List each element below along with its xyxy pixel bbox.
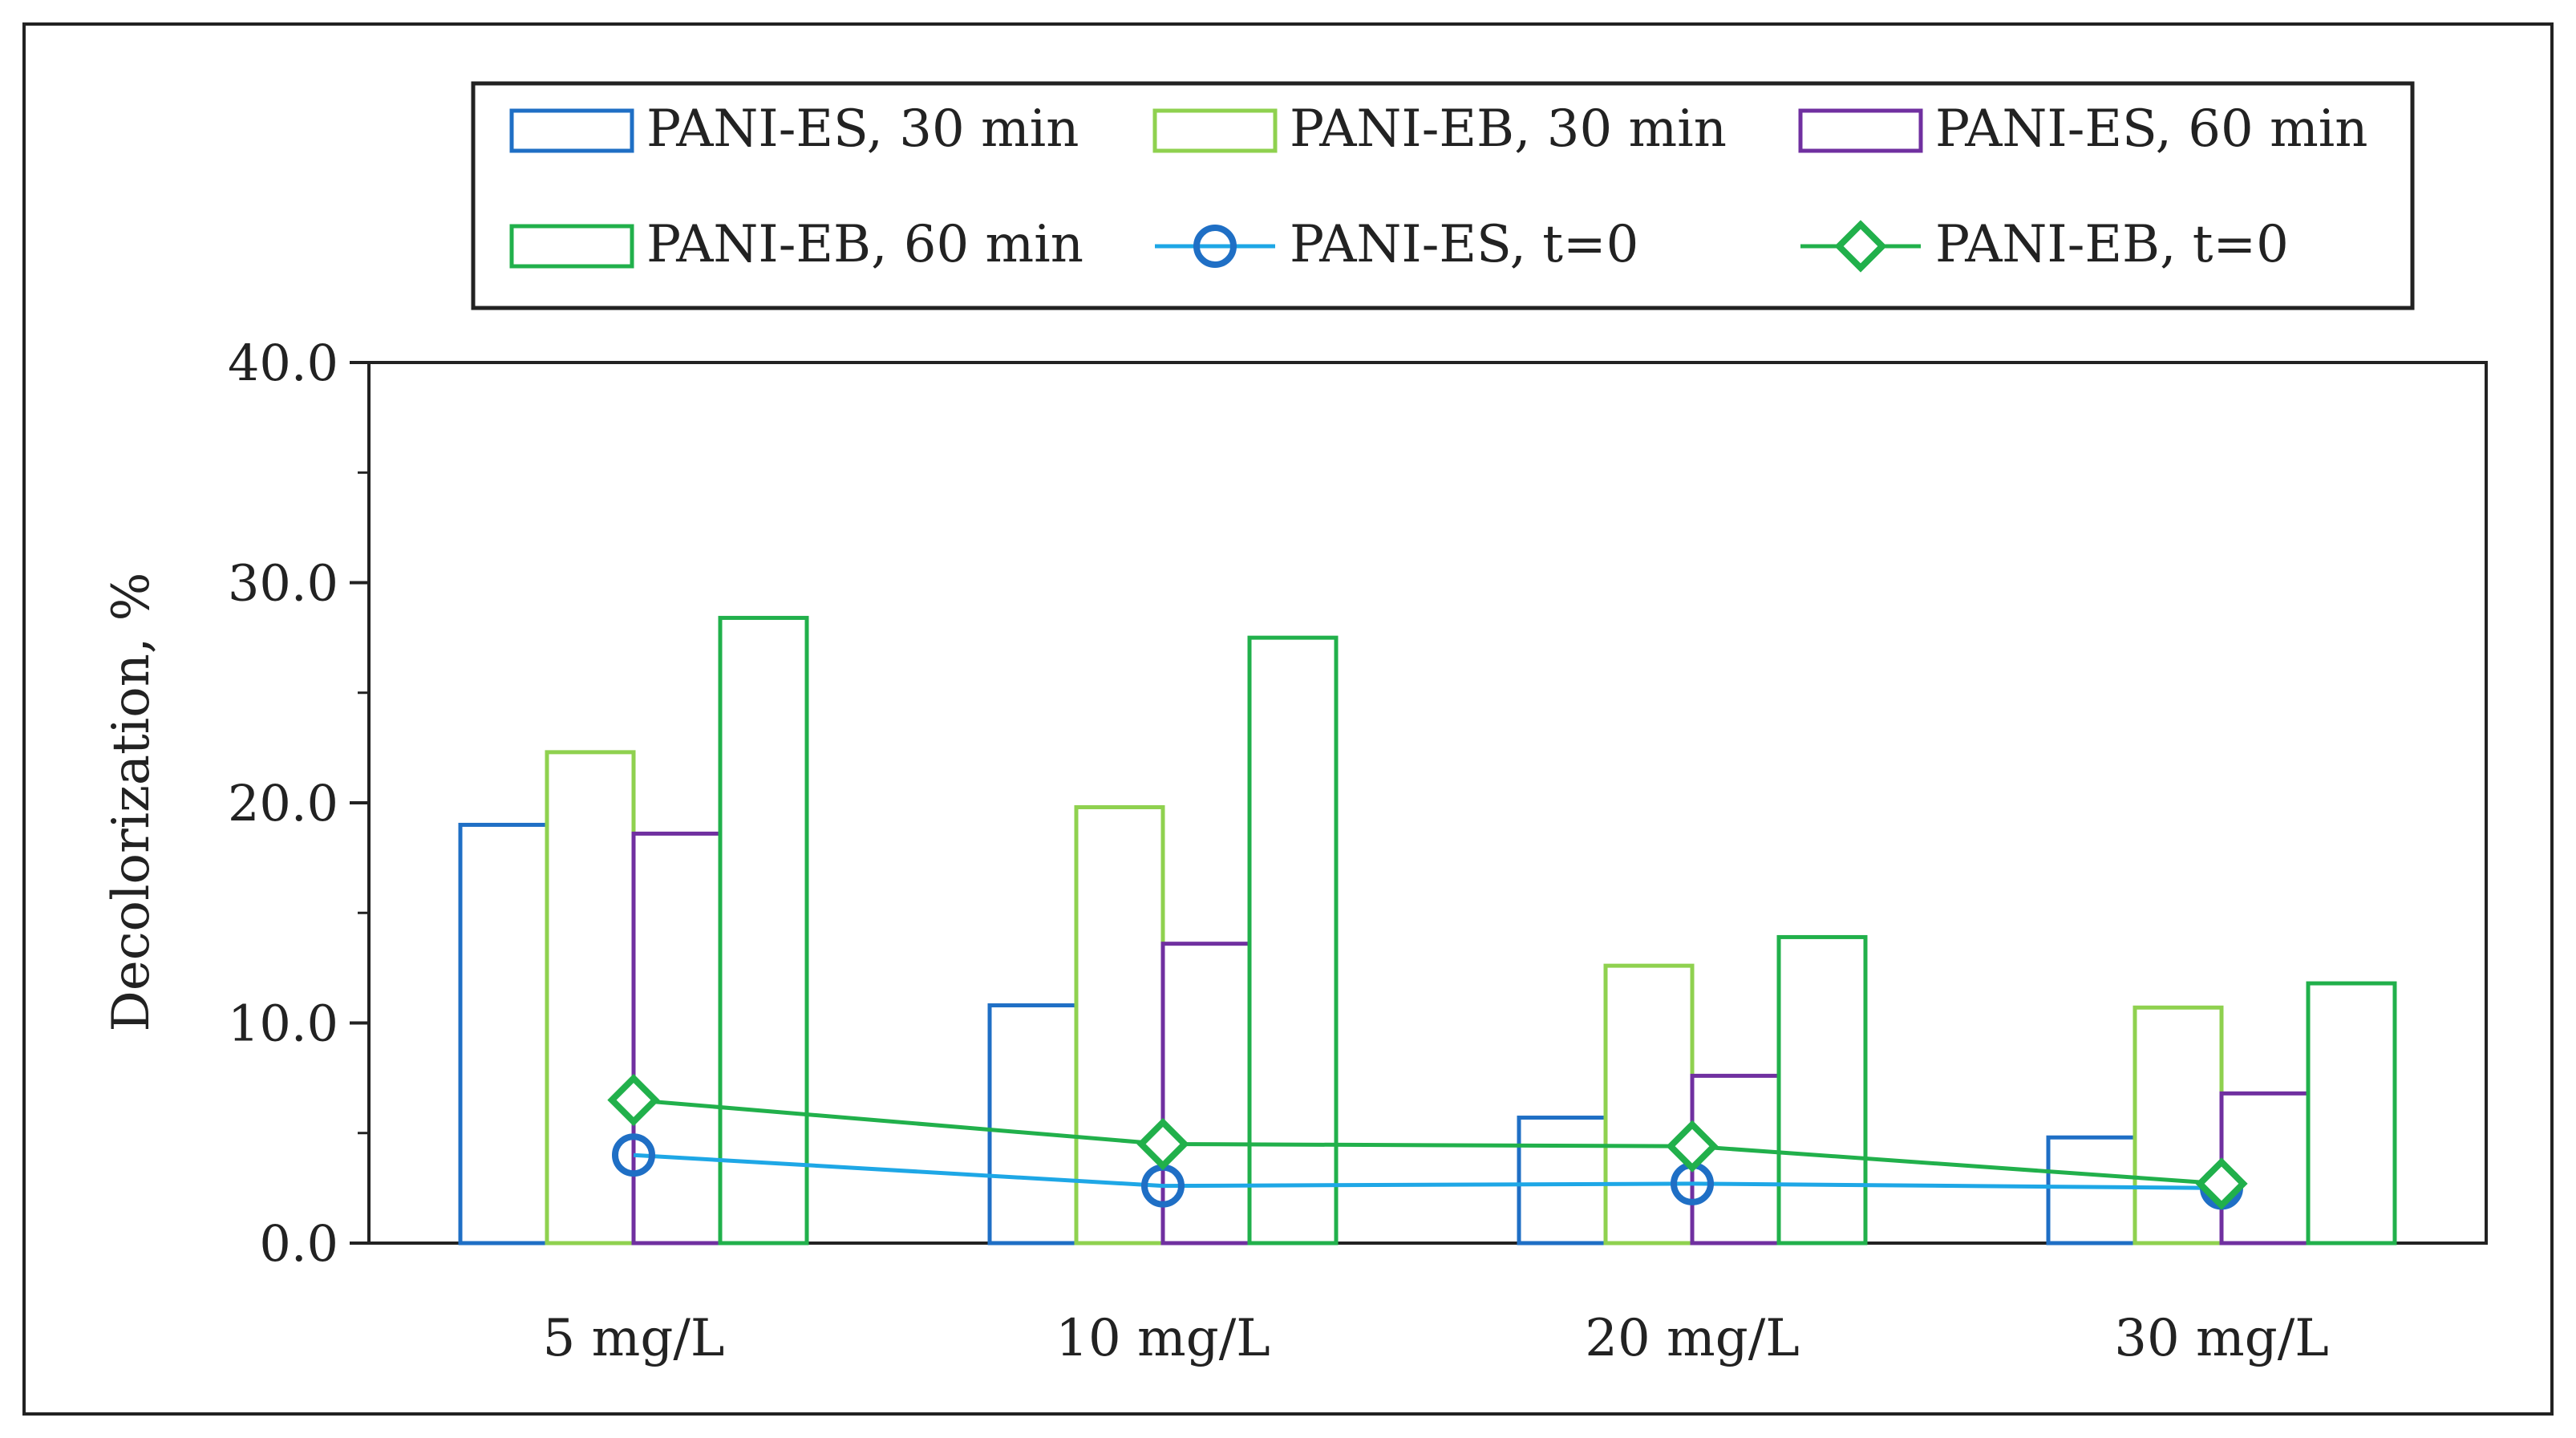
bar (718, 615, 809, 1246)
legend-label: PANI-ES, t=0 (1290, 215, 1638, 274)
data-point-marker (612, 1133, 655, 1177)
x-tick-label: 20 mg/L (1585, 1309, 1800, 1368)
series-line (633, 1098, 2222, 1186)
legend-label: PANI-EB, t=0 (1935, 215, 2289, 274)
bar (1247, 635, 1339, 1246)
legend-swatch (1798, 108, 1923, 153)
legend-label: PANI-EB, 60 min (646, 215, 1083, 274)
legend: PANI-ES, 30 min PANI-EB, 30 min PANI-ES, 6… (471, 81, 2415, 310)
y-tick-label: 40.0 (228, 334, 338, 392)
y-tick-label: 30.0 (228, 554, 338, 613)
line-layer (607, 1073, 2248, 1210)
plot-frame (367, 361, 2488, 1245)
legend-label: PANI-ES, 30 min (646, 99, 1079, 159)
y-axis: 0.0 10.0 20.0 30.0 40.0 (228, 334, 369, 1273)
series-line (633, 1152, 2222, 1190)
data-point-marker (607, 1073, 660, 1127)
legend-label: PANI-EB, 30 min (1290, 99, 1727, 159)
legend-marker (1193, 225, 1237, 268)
y-tick-label: 10.0 (228, 994, 338, 1053)
legend-swatch (1152, 108, 1278, 153)
data-point-marker (1136, 1117, 1189, 1171)
legend-swatch (509, 224, 634, 269)
x-tick-label: 5 mg/L (543, 1309, 725, 1368)
data-point-marker (1666, 1120, 1719, 1173)
legend-marker (1834, 220, 1887, 273)
legend-swatch (509, 108, 634, 153)
y-tick-label: 20.0 (228, 774, 338, 832)
data-point-marker (2195, 1157, 2248, 1210)
bar-layer (458, 615, 2397, 1246)
x-axis: 5 mg/L 10 mg/L 20 mg/L 30 mg/L (543, 1309, 2329, 1368)
legend-box (471, 81, 2415, 310)
y-tick-label: 0.0 (259, 1214, 338, 1273)
bar (1776, 934, 1868, 1246)
x-tick-label: 10 mg/L (1055, 1309, 1270, 1368)
bar (2306, 981, 2397, 1246)
legend-label: PANI-ES, 60 min (1935, 99, 2367, 159)
y-axis-title: Decolorization, % (102, 573, 161, 1032)
x-tick-label: 30 mg/L (2114, 1309, 2329, 1368)
